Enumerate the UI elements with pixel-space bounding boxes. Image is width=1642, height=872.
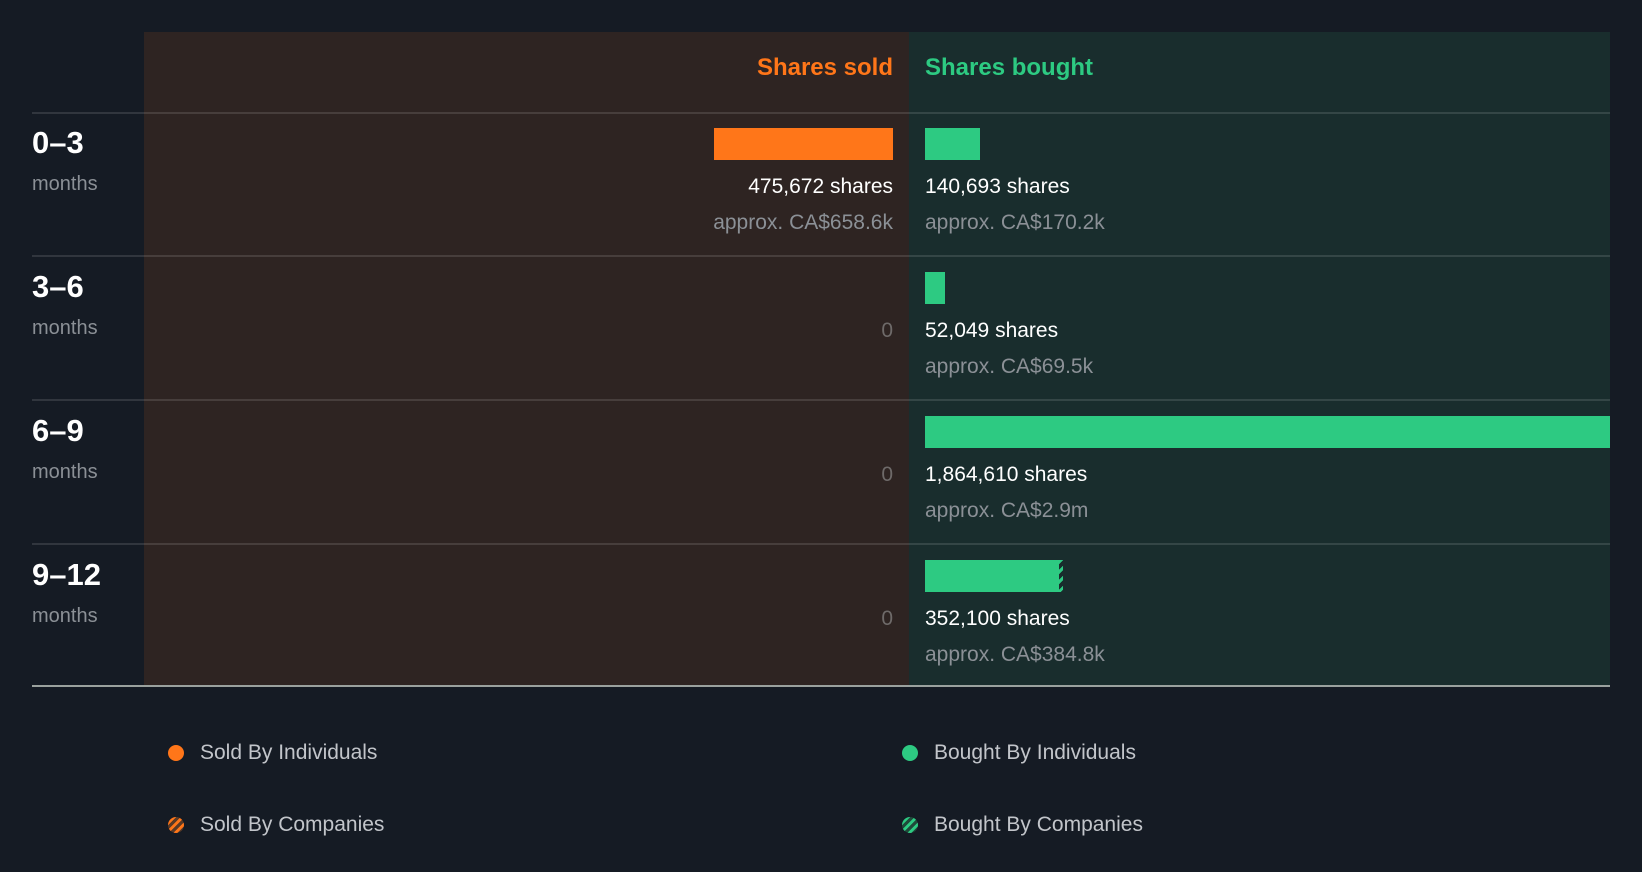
bought-shares: 1,864,610 shares: [925, 463, 1088, 486]
bought-shares: 140,693 shares: [925, 175, 1070, 198]
period-unit: months: [32, 173, 98, 195]
legend-label: Sold By Companies: [200, 813, 385, 836]
bought-approx-value: approx. CA$69.5k: [925, 355, 1094, 378]
bought-by-companies-hatch: [1059, 560, 1063, 592]
period-unit: months: [32, 605, 98, 627]
orange-dot-icon: [168, 745, 184, 761]
bought-shares: 52,049 shares: [925, 319, 1059, 342]
row-divider: [32, 255, 1610, 257]
period-row-9-12: 9–12 months 0 352,100 shares approx. CA$…: [0, 545, 1642, 688]
sold-bar[interactable]: [714, 128, 893, 160]
period-label: 0–3: [32, 125, 84, 160]
bought-bar[interactable]: [925, 272, 945, 304]
period-label: 3–6: [32, 269, 84, 304]
shares-sold-header: Shares sold: [756, 54, 893, 81]
shares-bought-header: Shares bought: [925, 54, 1094, 81]
period-label: 9–12: [32, 557, 101, 592]
period-row-0-3: 0–3 months 475,672 shares approx. CA$658…: [0, 113, 1642, 256]
bought-bar[interactable]: [925, 560, 1063, 592]
legend-sold-by-companies[interactable]: Sold By Companies: [168, 813, 384, 837]
row-divider: [32, 112, 1610, 114]
bought-shares: 352,100 shares: [925, 607, 1070, 630]
period-label: 6–9: [32, 413, 84, 448]
legend-label: Bought By Companies: [934, 813, 1143, 836]
period-unit: months: [32, 317, 98, 339]
legend-bought-by-companies[interactable]: Bought By Companies: [902, 813, 1143, 837]
row-divider: [32, 543, 1610, 545]
green-dot-icon: [902, 745, 918, 761]
legend-sold-by-individuals[interactable]: Sold By Individuals: [168, 741, 377, 765]
sold-zero: 0: [881, 463, 893, 486]
legend-label: Sold By Individuals: [200, 741, 378, 764]
period-row-3-6: 3–6 months 0 52,049 shares approx. CA$69…: [0, 257, 1642, 400]
bought-approx-value: approx. CA$384.8k: [925, 643, 1105, 666]
bought-bar[interactable]: [925, 416, 1610, 448]
bought-approx-value: approx. CA$2.9m: [925, 499, 1089, 522]
green-hatched-dot-icon: [902, 817, 918, 833]
period-unit: months: [32, 461, 98, 483]
sold-approx-value: approx. CA$658.6k: [713, 211, 893, 234]
period-row-6-9: 6–9 months 0 1,864,610 shares approx. CA…: [0, 401, 1642, 544]
sold-zero: 0: [881, 607, 893, 630]
sold-zero: 0: [881, 319, 893, 342]
chart-baseline: [32, 685, 1610, 687]
legend-label: Bought By Individuals: [934, 741, 1136, 764]
legend-bought-by-individuals[interactable]: Bought By Individuals: [902, 741, 1136, 765]
bought-bar[interactable]: [925, 128, 980, 160]
row-divider: [32, 399, 1610, 401]
orange-hatched-dot-icon: [168, 817, 184, 833]
bought-approx-value: approx. CA$170.2k: [925, 211, 1105, 234]
sold-shares: 475,672 shares: [748, 175, 893, 198]
